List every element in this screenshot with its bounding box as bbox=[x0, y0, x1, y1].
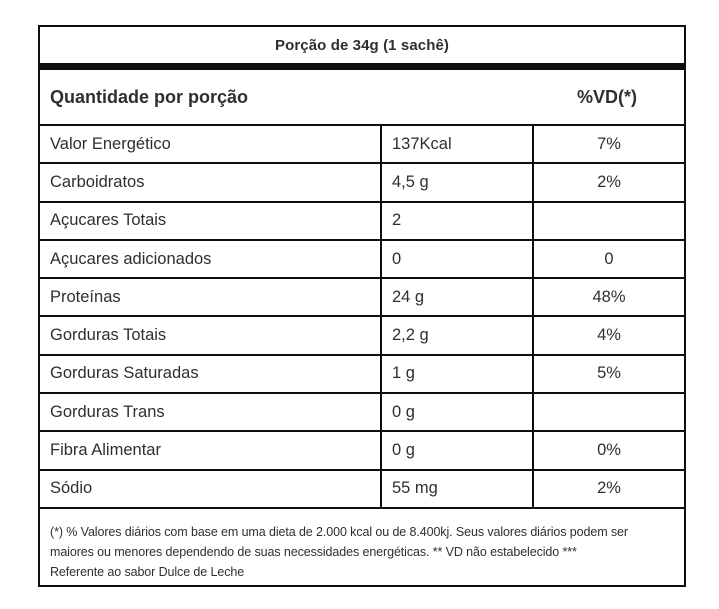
nutrient-dv bbox=[532, 394, 684, 431]
nutrient-amount: 137Kcal bbox=[380, 126, 532, 163]
table-row: Açucares adicionados 0 0 bbox=[40, 240, 684, 280]
nutrient-label: Valor Energético bbox=[50, 134, 171, 153]
nutrient-label: Gorduras Totais bbox=[50, 326, 167, 345]
nutrient-label: Açucares adicionados bbox=[50, 249, 212, 268]
footnote: (*) % Valores diários com base em uma di… bbox=[40, 509, 684, 585]
nutrient-label: Sódio bbox=[50, 479, 93, 498]
nutrient-label: Gorduras Saturadas bbox=[50, 364, 199, 383]
nutrient-amount: 24 g bbox=[380, 279, 532, 316]
nutrient-dv bbox=[532, 202, 684, 239]
nutrient-dv: 4% bbox=[532, 317, 684, 354]
table-row: Proteínas 24 g 48% bbox=[40, 279, 684, 318]
nutrient-amount: 0 g bbox=[380, 394, 532, 431]
nutrient-amount: 2,2 g bbox=[380, 317, 532, 354]
serving-size-row: Porção de 34g (1 sachê) bbox=[40, 27, 684, 63]
nutrient-dv: 2% bbox=[532, 164, 684, 201]
table-row: Fibra Alimentar 0 g 0% bbox=[40, 432, 684, 471]
nutrient-label: Gorduras Trans bbox=[50, 402, 165, 421]
serving-size-label: Porção de 34g (1 sachê) bbox=[274, 36, 450, 54]
nutrient-amount: 4,5 g bbox=[380, 164, 532, 201]
table-row: Sódio 55 mg 2% bbox=[40, 470, 684, 509]
nutrition-facts-table: Porção de 34g (1 sachê) Quantidade por p… bbox=[38, 25, 686, 587]
nutrient-dv: 0 bbox=[532, 240, 684, 278]
table-row: Gorduras Trans 0 g bbox=[40, 394, 684, 433]
table-header-row: Quantidade por porção %VD(*) bbox=[40, 70, 684, 126]
nutrient-dv: 5% bbox=[532, 355, 684, 393]
nutrient-label: Proteínas bbox=[50, 287, 121, 306]
nutrient-amount: 0 bbox=[380, 240, 532, 278]
nutrient-dv: 2% bbox=[532, 470, 684, 507]
nutrient-label: Açucares Totais bbox=[50, 211, 167, 230]
nutrient-amount: 0 g bbox=[380, 432, 532, 469]
quantity-per-serving-header: Quantidade por porção bbox=[50, 86, 249, 107]
footnote-line: (*) % Valores diários com base em uma di… bbox=[50, 524, 628, 539]
nutrient-amount: 2 bbox=[380, 202, 532, 239]
footnote-line: maiores ou menores dependendo de suas ne… bbox=[50, 545, 577, 560]
table-row: Carboidratos 4,5 g 2% bbox=[40, 164, 684, 203]
nutrient-dv: 0% bbox=[532, 432, 684, 469]
daily-value-header: %VD(*) bbox=[576, 86, 637, 107]
nutrient-dv: 7% bbox=[532, 126, 684, 163]
footnote-line: Referente ao sabor Dulce de Leche bbox=[50, 565, 245, 580]
table-row: Valor Energético 137Kcal 7% bbox=[40, 126, 684, 165]
table-row: Gorduras Saturadas 1 g 5% bbox=[40, 355, 684, 395]
table-row: Gorduras Totais 2,2 g 4% bbox=[40, 317, 684, 356]
divider-bar bbox=[40, 63, 684, 70]
nutrient-amount: 1 g bbox=[380, 355, 532, 393]
nutrient-label: Fibra Alimentar bbox=[50, 441, 161, 460]
nutrient-amount: 55 mg bbox=[380, 470, 532, 507]
table-row: Açucares Totais 2 bbox=[40, 202, 684, 241]
nutrient-dv: 48% bbox=[532, 279, 684, 316]
nutrient-label: Carboidratos bbox=[50, 172, 145, 191]
